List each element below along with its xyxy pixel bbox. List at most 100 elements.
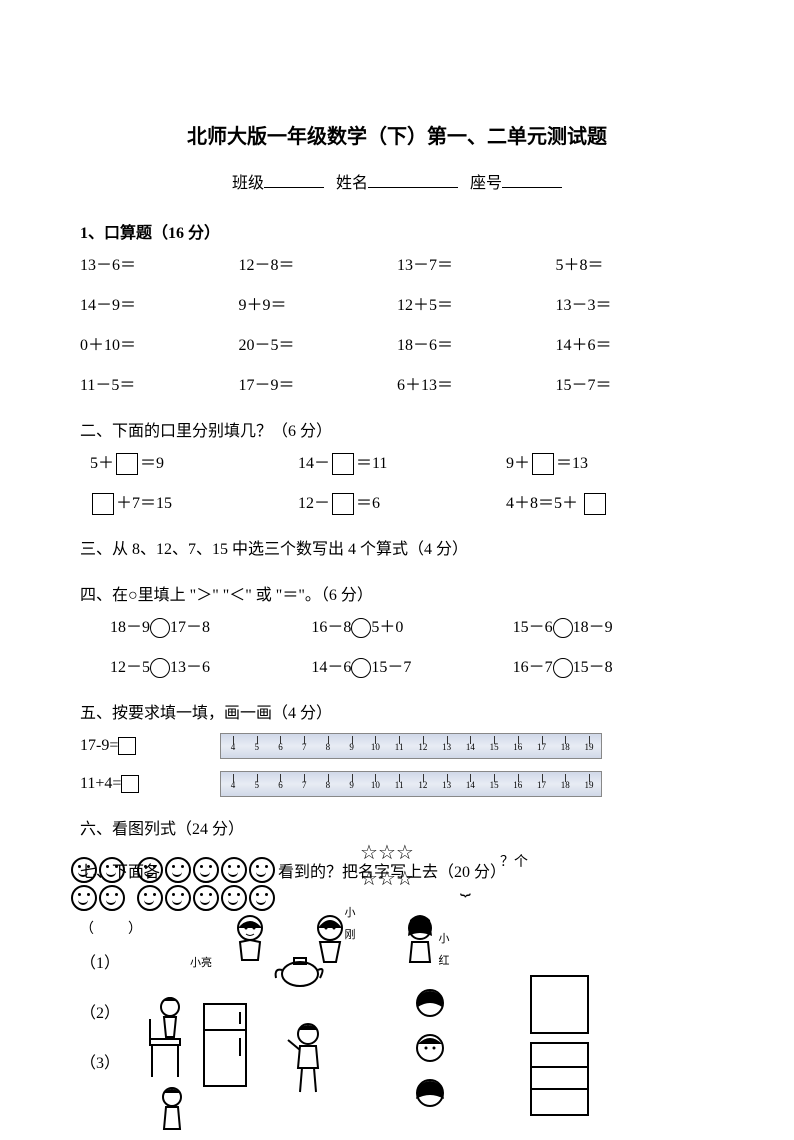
answer-circle[interactable] bbox=[150, 618, 170, 638]
q4-text: 17－8 bbox=[170, 619, 210, 636]
question-7: 七、下面各 看到的？把名字写上去（20 分） ☆☆☆ ☆☆☆ ？个 ⏟ （ ） bbox=[80, 860, 714, 1080]
star-icon: ☆ bbox=[360, 869, 378, 889]
answer-box[interactable] bbox=[584, 493, 606, 515]
star-icon: ☆ bbox=[378, 843, 396, 863]
smiley-icon bbox=[193, 857, 219, 883]
illustration: 小刚 小红 小亮 bbox=[160, 910, 680, 1110]
seat-label: 座号 bbox=[470, 175, 502, 192]
q5-eq: 17-9= bbox=[80, 730, 220, 762]
kid-icon bbox=[150, 1085, 195, 1140]
q1-cell: 13－7＝ bbox=[397, 250, 556, 282]
head-icon bbox=[410, 985, 450, 1032]
answer-circle[interactable] bbox=[150, 658, 170, 678]
q5-row: 11+4= 45678910111213141516171819 bbox=[80, 768, 714, 800]
q4-text: 15－8 bbox=[573, 659, 613, 676]
kid-label: 小亮 bbox=[190, 952, 212, 974]
answer-box[interactable] bbox=[332, 453, 354, 475]
q1-row: 13－6＝ 12－8＝ 13－7＝ 5＋8＝ bbox=[80, 250, 714, 282]
q2-cell: 12－ ＝6 bbox=[298, 488, 506, 520]
kid-icon bbox=[280, 1020, 335, 1100]
answer-circle[interactable] bbox=[351, 618, 371, 638]
name-blank[interactable] bbox=[368, 169, 458, 188]
q4-text: 16－7 bbox=[513, 659, 553, 676]
q2-cell: 5＋＝9 bbox=[90, 448, 298, 480]
q1-cell: 13－6＝ bbox=[80, 250, 239, 282]
kid-label: 小红 bbox=[438, 928, 450, 972]
ruler-icon: 45678910111213141516171819 bbox=[220, 771, 602, 797]
q4-text: 5＋0 bbox=[371, 619, 403, 636]
answer-circle[interactable] bbox=[351, 658, 371, 678]
q1-cell: 11－5＝ bbox=[80, 370, 239, 402]
q4-text: 15－6 bbox=[513, 619, 553, 636]
smiley-icon bbox=[221, 885, 247, 911]
q5-heading: 五、按要求填一填，画一画（4 分） bbox=[80, 698, 714, 730]
star-group: ☆☆☆ ☆☆☆ bbox=[360, 842, 414, 893]
smiley-icon bbox=[137, 885, 163, 911]
q1-cell: 9＋9＝ bbox=[239, 290, 398, 322]
star-icon: ☆ bbox=[396, 843, 414, 863]
smiley-icon bbox=[99, 857, 125, 883]
q1-cell: 6＋13＝ bbox=[397, 370, 556, 402]
q2-text: ＋7＝15 bbox=[116, 495, 172, 512]
smiley-icon bbox=[221, 857, 247, 883]
q3-heading: 三、从 8、12、7、15 中选三个数写出 4 个算式（4 分） bbox=[80, 534, 714, 566]
smiley-icon bbox=[99, 885, 125, 911]
q2-cell: 14－ ＝11 bbox=[298, 448, 506, 480]
ruler-icon: 45678910111213141516171819 bbox=[220, 733, 602, 759]
class-blank[interactable] bbox=[264, 169, 324, 188]
smiley-icon bbox=[71, 885, 97, 911]
q5-eq-text: 11+4= bbox=[80, 775, 121, 792]
smiley-icon bbox=[71, 857, 97, 883]
q2-text: 5＋ bbox=[90, 455, 114, 472]
q2-row: ＋7＝15 12－ ＝6 4＋8＝5＋ bbox=[80, 488, 714, 520]
q1-cell: 13－3＝ bbox=[556, 290, 715, 322]
q1-cell: 12－8＝ bbox=[239, 250, 398, 282]
q1-cell: 20－5＝ bbox=[239, 330, 398, 362]
q2-cell: 4＋8＝5＋ bbox=[506, 488, 714, 520]
q4-cell: 18－9 17－8 bbox=[110, 612, 311, 644]
q4-cell: 12－513－6 bbox=[110, 652, 311, 684]
bracket-icon: ⏟ bbox=[460, 872, 471, 901]
q5-eq: 11+4= bbox=[80, 768, 220, 800]
answer-circle[interactable] bbox=[553, 618, 573, 638]
teapot-icon bbox=[270, 950, 330, 1002]
q2-text: 14－ bbox=[298, 455, 330, 472]
q2-text: ＝6 bbox=[356, 495, 380, 512]
smiley-icon bbox=[249, 857, 275, 883]
star-icon: ☆ bbox=[360, 843, 378, 863]
q1-cell: 17－9＝ bbox=[239, 370, 398, 402]
answer-box-large[interactable] bbox=[530, 975, 589, 1034]
q4-text: 16－8 bbox=[311, 619, 351, 636]
q5-row: 17-9= 45678910111213141516171819 bbox=[80, 730, 714, 762]
q2-text: 9＋ bbox=[506, 455, 530, 472]
seat-blank[interactable] bbox=[502, 169, 562, 188]
q1-cell: 14＋6＝ bbox=[556, 330, 715, 362]
kid-label: 小刚 bbox=[340, 902, 360, 946]
q2-text: ＝11 bbox=[356, 455, 387, 472]
q2-cell: 9＋ ＝13 bbox=[506, 448, 714, 480]
q2-text: ＝13 bbox=[556, 455, 588, 472]
q4-text: 18－9 bbox=[573, 619, 613, 636]
q1-cell: 18－6＝ bbox=[397, 330, 556, 362]
answer-box[interactable] bbox=[118, 737, 136, 755]
fridge-icon bbox=[200, 1000, 250, 1102]
kid-icon: 小红 bbox=[390, 910, 450, 970]
q2-text: 4＋8＝5＋ bbox=[506, 495, 578, 512]
head-icon bbox=[410, 1075, 450, 1122]
answer-box[interactable] bbox=[532, 453, 554, 475]
q1-heading: 1、口算题（16 分） bbox=[80, 218, 714, 250]
q4-row: 18－9 17－8 16－8 5＋0 15－6 18－9 bbox=[80, 612, 714, 644]
answer-circle[interactable] bbox=[553, 658, 573, 678]
q4-text: 18－9 bbox=[110, 619, 150, 636]
answer-box[interactable] bbox=[121, 775, 139, 793]
q2-text: 12－ bbox=[298, 495, 330, 512]
smiley-icon bbox=[249, 885, 275, 911]
answer-box[interactable] bbox=[92, 493, 114, 515]
answer-box[interactable] bbox=[332, 493, 354, 515]
smiley-icon bbox=[165, 857, 191, 883]
question-5: 五、按要求填一填，画一画（4 分） 17-9= 4567891011121314… bbox=[80, 698, 714, 800]
question-4: 四、在○里填上 "＞" "＜" 或 "＝"。（6 分） 18－917－8 16－… bbox=[80, 580, 714, 684]
answer-box[interactable] bbox=[116, 453, 138, 475]
q2-row: 5＋＝9 14－ ＝11 9＋ ＝13 bbox=[80, 448, 714, 480]
star-icon: ☆ bbox=[378, 869, 396, 889]
